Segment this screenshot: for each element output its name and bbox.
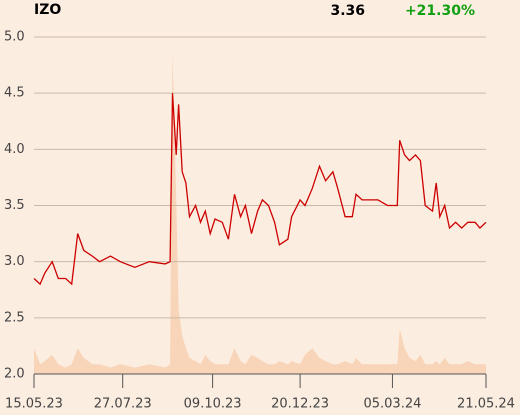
- y-tick-label: 2.0: [4, 367, 25, 382]
- ticker: IZO: [34, 2, 61, 18]
- x-tick-label: 20.12.23: [271, 397, 329, 412]
- x-tick-label: 15.05.23: [5, 397, 63, 412]
- x-tick-label: 05.03.24: [363, 397, 421, 412]
- x-tick-label: 21.05.24: [457, 397, 515, 412]
- y-tick-label: 2.5: [4, 310, 25, 325]
- change: +21.30%: [405, 3, 475, 19]
- y-tick-label: 4.0: [4, 142, 25, 157]
- y-tick-label: 3.0: [4, 254, 25, 269]
- y-tick-label: 4.5: [4, 86, 25, 101]
- x-tick-label: 27.07.23: [94, 397, 152, 412]
- price-line: [33, 93, 487, 286]
- y-tick-label: 3.5: [4, 198, 25, 213]
- y-tick-label: 5.0: [4, 30, 25, 45]
- last-price: 3.36: [330, 3, 365, 19]
- x-tick-label: 09.10.23: [184, 397, 242, 412]
